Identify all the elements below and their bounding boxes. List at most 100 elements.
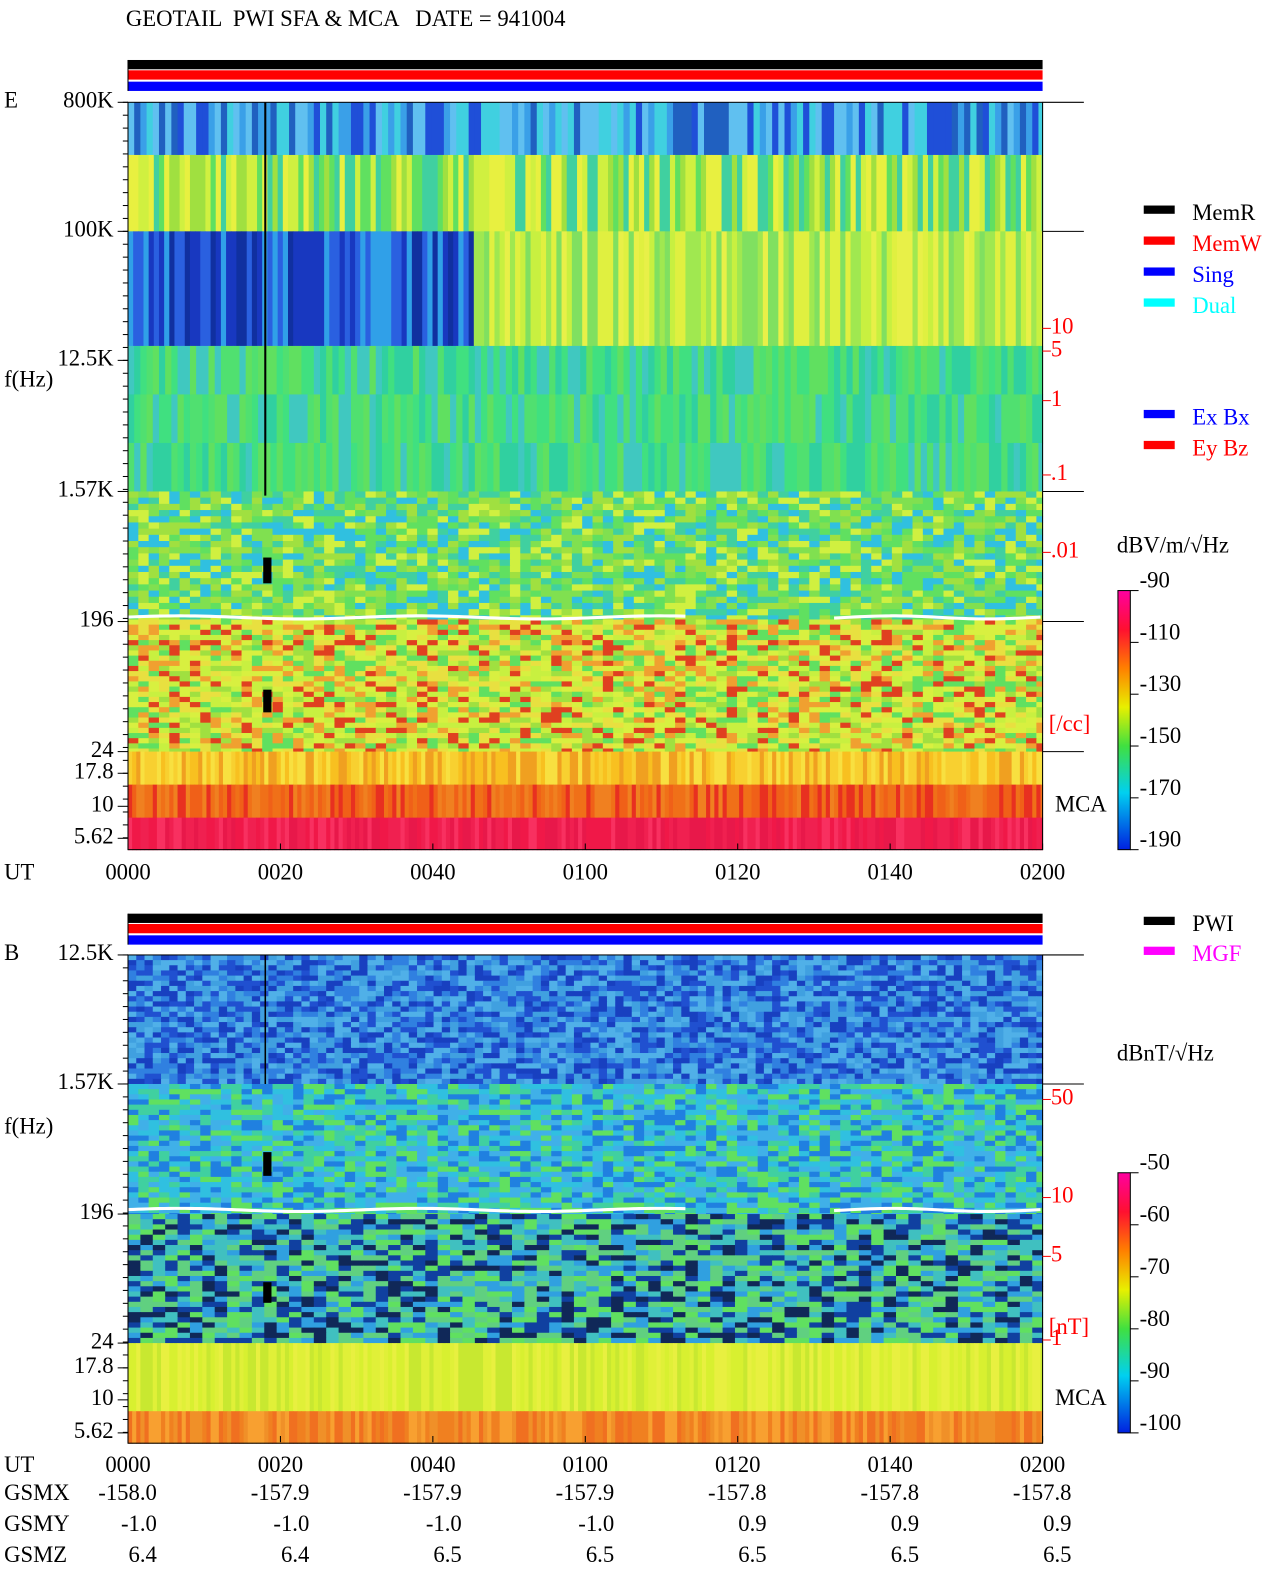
spectrogram-cell	[820, 733, 831, 739]
spectrogram-cell	[293, 671, 304, 677]
spectrogram-cell	[865, 102, 872, 155]
spectrogram-cell	[799, 560, 810, 567]
spectrogram-cell	[334, 687, 345, 693]
spectrogram-cell	[227, 443, 234, 492]
spectrogram-cell	[582, 728, 593, 734]
spectrogram-cell	[427, 231, 433, 346]
spectrogram-cell	[273, 723, 284, 729]
spectrogram-cell	[644, 697, 655, 703]
spectrogram-cell	[303, 650, 314, 656]
spectrogram-cell	[593, 155, 599, 232]
spectrogram-cell	[913, 723, 924, 729]
spectrogram-cell	[696, 666, 707, 672]
spectrogram-cell	[520, 656, 531, 662]
spectrogram-cell	[613, 572, 624, 579]
spectrogram-cell	[851, 603, 862, 610]
spectrogram-cell	[386, 560, 397, 567]
spectrogram-cell	[479, 712, 490, 718]
spectrogram-cell	[551, 529, 562, 536]
spectrogram-cell	[675, 661, 686, 667]
spectrogram-cell	[799, 566, 810, 573]
spectrogram-cell	[747, 504, 758, 511]
spectrogram-cell	[520, 733, 531, 739]
spectrogram-cell	[180, 553, 191, 560]
spectrogram-cell	[376, 609, 387, 616]
spectrogram-cell	[685, 692, 696, 698]
spectrogram-cell	[603, 666, 614, 672]
spectrogram-cell	[345, 738, 356, 744]
spectrogram-cell	[236, 231, 242, 346]
spectrogram-cell	[710, 443, 717, 492]
spectrogram-cell	[273, 640, 284, 646]
spectrogram-cell	[747, 155, 753, 232]
spectrogram-cell	[1005, 707, 1016, 713]
spectrogram-cell	[825, 231, 831, 346]
spectrogram-cell	[562, 681, 573, 687]
spectrogram-cell	[946, 394, 953, 443]
spectrogram-cell	[283, 591, 294, 598]
spectrogram-cell	[376, 516, 387, 523]
spectrogram-cell	[1026, 619, 1037, 625]
spectrogram-cell	[469, 547, 480, 554]
spectrogram-cell	[644, 707, 655, 713]
spectrogram-cell	[933, 656, 944, 662]
spectrogram-cell	[1026, 516, 1037, 523]
spectrogram-cell	[902, 591, 913, 598]
spectrogram-cell	[180, 591, 191, 598]
spectrogram-cell	[221, 666, 232, 672]
spectrogram-cell	[376, 687, 387, 693]
spectrogram-cell	[623, 625, 634, 631]
spectrogram-cell	[593, 591, 604, 598]
spectrogram-cell	[654, 681, 665, 687]
spectrogram-cell	[417, 697, 428, 703]
spectrogram-cell	[541, 645, 552, 651]
spectrogram-cell	[365, 609, 376, 616]
spectrogram-cell	[959, 231, 965, 346]
spectrogram-cell	[1016, 728, 1027, 734]
spectrogram-cell	[851, 572, 862, 579]
spectrogram-cell	[180, 733, 191, 739]
spectrogram-cell	[913, 681, 924, 687]
spectrogram-cell	[541, 491, 552, 498]
spectrogram-cell	[355, 529, 366, 536]
spectrogram-cell	[458, 697, 469, 703]
spectrogram-cell	[169, 522, 180, 529]
spectrogram-cell	[427, 625, 438, 631]
spectrogram-cell	[603, 692, 614, 698]
spectrogram-cell	[882, 676, 893, 682]
spectrogram-cell	[737, 723, 748, 729]
spectrogram-cell	[716, 584, 727, 591]
spectrogram-cell	[551, 671, 562, 677]
spectrogram-cell	[995, 346, 1002, 395]
spectrogram-cell	[365, 603, 376, 610]
spectrogram-cell	[623, 516, 634, 523]
spectrogram-cell	[861, 733, 872, 739]
spectrogram-cell	[593, 603, 604, 610]
spectrogram-cell	[165, 394, 172, 443]
spectrogram-cell	[128, 718, 139, 724]
spectrogram-cell	[417, 619, 428, 625]
spectrogram-cell	[531, 591, 542, 598]
spectrogram-cell	[789, 687, 800, 693]
spectrogram-cell	[1005, 733, 1016, 739]
spectrogram-cell	[758, 510, 769, 517]
spectrogram-cell	[200, 560, 211, 567]
spectrogram-cell	[871, 619, 882, 625]
spectrogram-cell	[345, 743, 356, 749]
spectrogram-cell	[541, 718, 552, 724]
spectrogram-cell	[572, 591, 583, 598]
spectrogram-cell	[427, 572, 438, 579]
spectrogram-cell	[180, 597, 191, 604]
spectrogram-cell	[789, 560, 800, 567]
spectrogram-cell	[964, 671, 975, 677]
spectrogram-cell	[231, 676, 242, 682]
spectrogram-cell	[691, 155, 697, 232]
spectrogram-cell	[303, 516, 314, 523]
spectrogram-cell	[995, 591, 1006, 598]
spectrogram-cell	[138, 656, 149, 662]
spectrogram-cell	[1016, 597, 1027, 604]
spectrogram-cell	[882, 572, 893, 579]
spectrogram-cell	[242, 692, 253, 698]
spectrogram-cell	[923, 702, 934, 708]
spectrogram-cell	[273, 650, 284, 656]
